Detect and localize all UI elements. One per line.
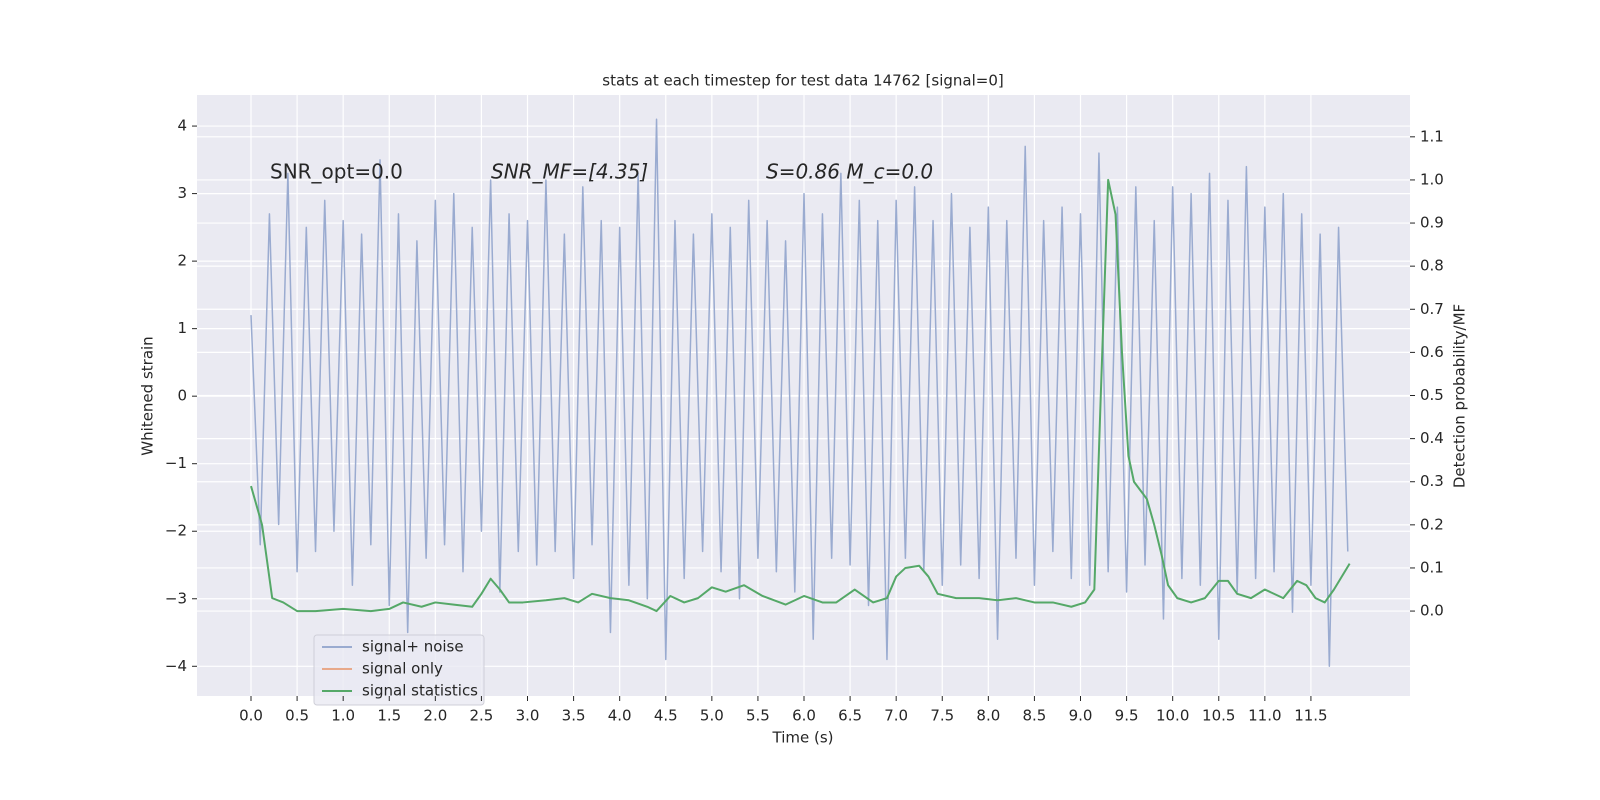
x-tick-label: 8.0 (976, 707, 1000, 725)
x-tick-label: 9.5 (1115, 707, 1139, 725)
legend-label: signal+ noise (362, 638, 464, 656)
y2-tick-label: 0.3 (1420, 472, 1444, 490)
y-tick-label: 2 (177, 252, 187, 270)
y-tick-label: −1 (165, 454, 187, 472)
x-tick-label: 10.0 (1156, 707, 1189, 725)
annotation: S=0.86 M_c=0.0 (766, 160, 933, 184)
x-tick-label: 7.5 (930, 707, 954, 725)
y-tick-label: 4 (177, 117, 187, 135)
annotation: SNR_opt=0.0 (270, 160, 403, 184)
y2-tick-label: 0.0 (1420, 602, 1444, 620)
y2-tick-label: 0.5 (1420, 386, 1444, 404)
x-tick-label: 1.5 (377, 707, 401, 725)
x-tick-label: 2.5 (469, 707, 493, 725)
x-tick-label: 11.0 (1248, 707, 1281, 725)
y-tick-label: 0 (177, 387, 187, 405)
x-tick-label: 4.5 (654, 707, 678, 725)
x-axis-label: Time (s) (772, 729, 834, 747)
y2-tick-label: 0.4 (1420, 429, 1444, 447)
y2-axis-label: Detection probability/MF (1451, 304, 1469, 488)
y-tick-label: −3 (165, 589, 187, 607)
x-tick-label: 8.5 (1022, 707, 1046, 725)
chart-title: stats at each timestep for test data 147… (602, 72, 1003, 90)
y-axis-label: Whitened strain (139, 336, 157, 455)
series-line (250, 178, 1351, 613)
marks (250, 118, 1351, 668)
legend-label: signal statistics (362, 682, 478, 700)
x-tick-label: 2.0 (423, 707, 447, 725)
x-tick-label: 11.5 (1294, 707, 1327, 725)
y2-tick-label: 1.0 (1420, 170, 1444, 188)
y2-tick-label: 0.1 (1420, 558, 1444, 576)
y-tick-label: 3 (177, 184, 187, 202)
legend-box (313, 634, 485, 706)
y2-tick-label: 0.8 (1420, 257, 1444, 275)
legend: signal+ noise signal only signal statistic… (313, 634, 485, 706)
x-tick-label: 5.5 (746, 707, 770, 725)
x-tick-label: 4.0 (608, 707, 632, 725)
y2-tick-label: 0.7 (1420, 300, 1444, 318)
y2-tick-label: 0.6 (1420, 343, 1444, 361)
series-line (250, 118, 1349, 668)
y2-tick-label: 1.1 (1420, 127, 1444, 145)
y-tick-label: 1 (177, 319, 187, 337)
x-tick-label: 3.0 (516, 707, 540, 725)
x-tick-label: 0.5 (285, 707, 309, 725)
y-tick-label: −2 (165, 522, 187, 540)
x-tick-label: 9.0 (1069, 707, 1093, 725)
x-tick-label: 7.0 (884, 707, 908, 725)
y2-tick-label: 0.2 (1420, 515, 1444, 533)
x-tick-label: 3.5 (562, 707, 586, 725)
x-tick-label: 6.5 (838, 707, 862, 725)
x-tick-label: 10.5 (1202, 707, 1235, 725)
y-tick-label: −4 (165, 657, 187, 675)
legend-label: signal only (362, 660, 443, 678)
annotation: SNR_MF=[4.35] (491, 160, 648, 184)
x-tick-label: 5.0 (700, 707, 724, 725)
x-tick-label: 0.0 (239, 707, 263, 725)
x-tick-label: 6.0 (792, 707, 816, 725)
y2-tick-label: 0.9 (1420, 214, 1444, 232)
x-tick-label: 1.0 (331, 707, 355, 725)
